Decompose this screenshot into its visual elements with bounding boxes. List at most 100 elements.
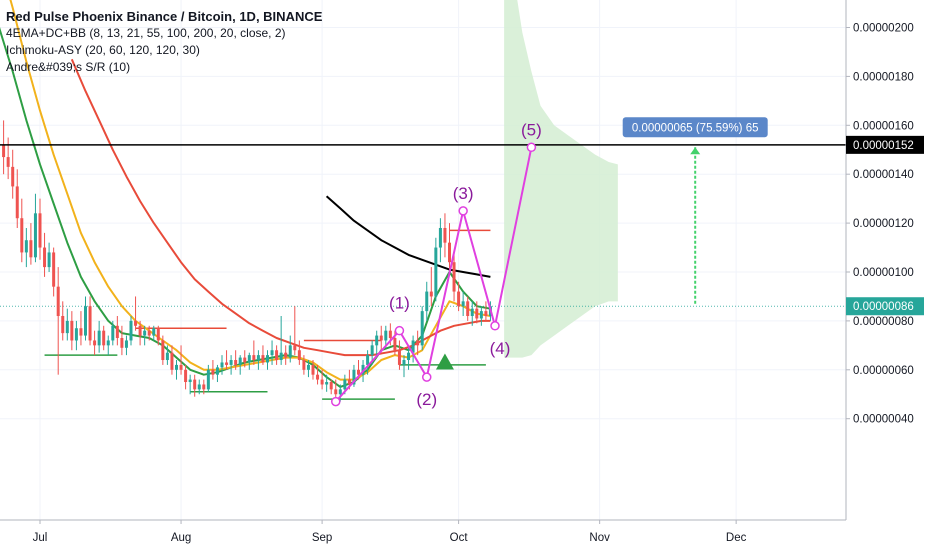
candle — [425, 281, 429, 321]
candle-body — [70, 320, 74, 341]
candle — [61, 301, 65, 341]
candle-body — [407, 352, 411, 361]
price-tick-label: 0.00000160 — [853, 120, 914, 132]
candle — [366, 350, 370, 375]
candle-body — [256, 355, 260, 361]
candle — [120, 325, 124, 356]
price-tick-label: 0.00000060 — [853, 365, 914, 377]
candle-body — [102, 330, 106, 346]
candle — [461, 291, 465, 317]
candle-body — [316, 374, 320, 380]
candle-body — [206, 369, 210, 390]
candle-body — [388, 330, 392, 339]
candle — [284, 345, 288, 365]
candle-body — [138, 325, 142, 336]
candle — [225, 350, 229, 370]
wave-point-2 — [422, 372, 432, 382]
candle-body — [379, 335, 383, 341]
candle — [402, 355, 406, 378]
elliott-wave-path — [335, 147, 533, 403]
candle-body — [302, 360, 306, 370]
candle — [179, 345, 183, 375]
candle — [88, 296, 92, 346]
candle — [152, 325, 156, 341]
price-tick-label: 0.00000100 — [853, 267, 914, 279]
candle — [329, 379, 333, 395]
candle — [188, 374, 192, 395]
candle-body — [52, 252, 56, 287]
candle — [20, 198, 24, 263]
symbol-title[interactable]: Red Pulse Phoenix Binance / Bitcoin, 1D,… — [6, 9, 323, 24]
time-tick-label: Jul — [33, 532, 48, 544]
candle-body — [175, 364, 178, 370]
candle-body — [202, 384, 206, 390]
candle — [29, 223, 33, 265]
candle-body — [461, 301, 465, 307]
candle — [111, 320, 115, 346]
candle-body — [270, 350, 274, 356]
candle — [302, 355, 306, 375]
candle-body — [338, 389, 342, 395]
candle-body — [434, 247, 438, 297]
candle — [384, 325, 388, 348]
candle-body — [243, 357, 247, 363]
measure-box — [622, 117, 768, 138]
candle — [279, 316, 283, 365]
candle-body — [15, 186, 19, 219]
candle — [38, 198, 42, 260]
candle-body — [47, 252, 51, 268]
candle — [243, 350, 247, 368]
candle-body — [452, 262, 456, 292]
indicator-legend-ichimoku[interactable]: Ichimoku-ASY (20, 60, 120, 120, 30) — [6, 43, 200, 57]
ema-line-2 — [70, 58, 491, 357]
candle-body — [220, 362, 224, 368]
wave-label: (4) — [490, 339, 511, 358]
price-tick-label: 0.00000140 — [853, 169, 914, 181]
candle-body — [425, 291, 429, 312]
price-tick-label: 0.00000180 — [853, 71, 914, 83]
candle-body — [429, 291, 433, 297]
candle — [129, 316, 133, 346]
indicator-legend-sr[interactable]: Andre&#039;s S/R (10) — [6, 60, 131, 74]
candle-body — [448, 242, 451, 263]
price-axis-bg — [846, 0, 932, 550]
indicator-legend-ema[interactable]: 4EMA+DC+BB (8, 13, 21, 55, 100, 200, 20,… — [6, 26, 286, 40]
candle — [74, 320, 78, 351]
candle — [434, 237, 438, 302]
candle — [147, 325, 151, 341]
candle — [252, 340, 256, 365]
candle-body — [152, 328, 156, 336]
candle — [33, 193, 37, 263]
price-tick-label: 0.00000040 — [853, 414, 914, 426]
buy-signal-triangle — [435, 353, 454, 370]
candle-body — [115, 325, 119, 339]
candle — [420, 306, 424, 351]
candle-body — [65, 320, 69, 334]
candle — [466, 296, 470, 321]
candle-body — [61, 316, 65, 334]
candle — [325, 374, 329, 392]
wave-label: (5) — [521, 120, 542, 139]
candle — [438, 218, 442, 263]
candle-body — [357, 369, 360, 375]
candle — [124, 335, 128, 356]
candle-body — [393, 338, 397, 351]
candle — [206, 364, 210, 392]
candle — [261, 345, 265, 365]
candle-body — [188, 379, 192, 383]
candle — [334, 379, 338, 400]
candle — [457, 281, 461, 312]
current-price-label: 0.00000086 — [853, 301, 914, 313]
candle — [65, 308, 69, 341]
candle-body — [347, 379, 351, 385]
candle-body — [134, 320, 138, 326]
candle-body — [179, 364, 183, 370]
candle-body — [247, 355, 251, 363]
candle-body — [193, 379, 197, 390]
candle-body — [93, 340, 97, 346]
wave-label: (3) — [453, 184, 474, 203]
candle-body — [397, 350, 401, 365]
candle — [247, 352, 251, 370]
ema-line-0 — [0, 27, 491, 388]
